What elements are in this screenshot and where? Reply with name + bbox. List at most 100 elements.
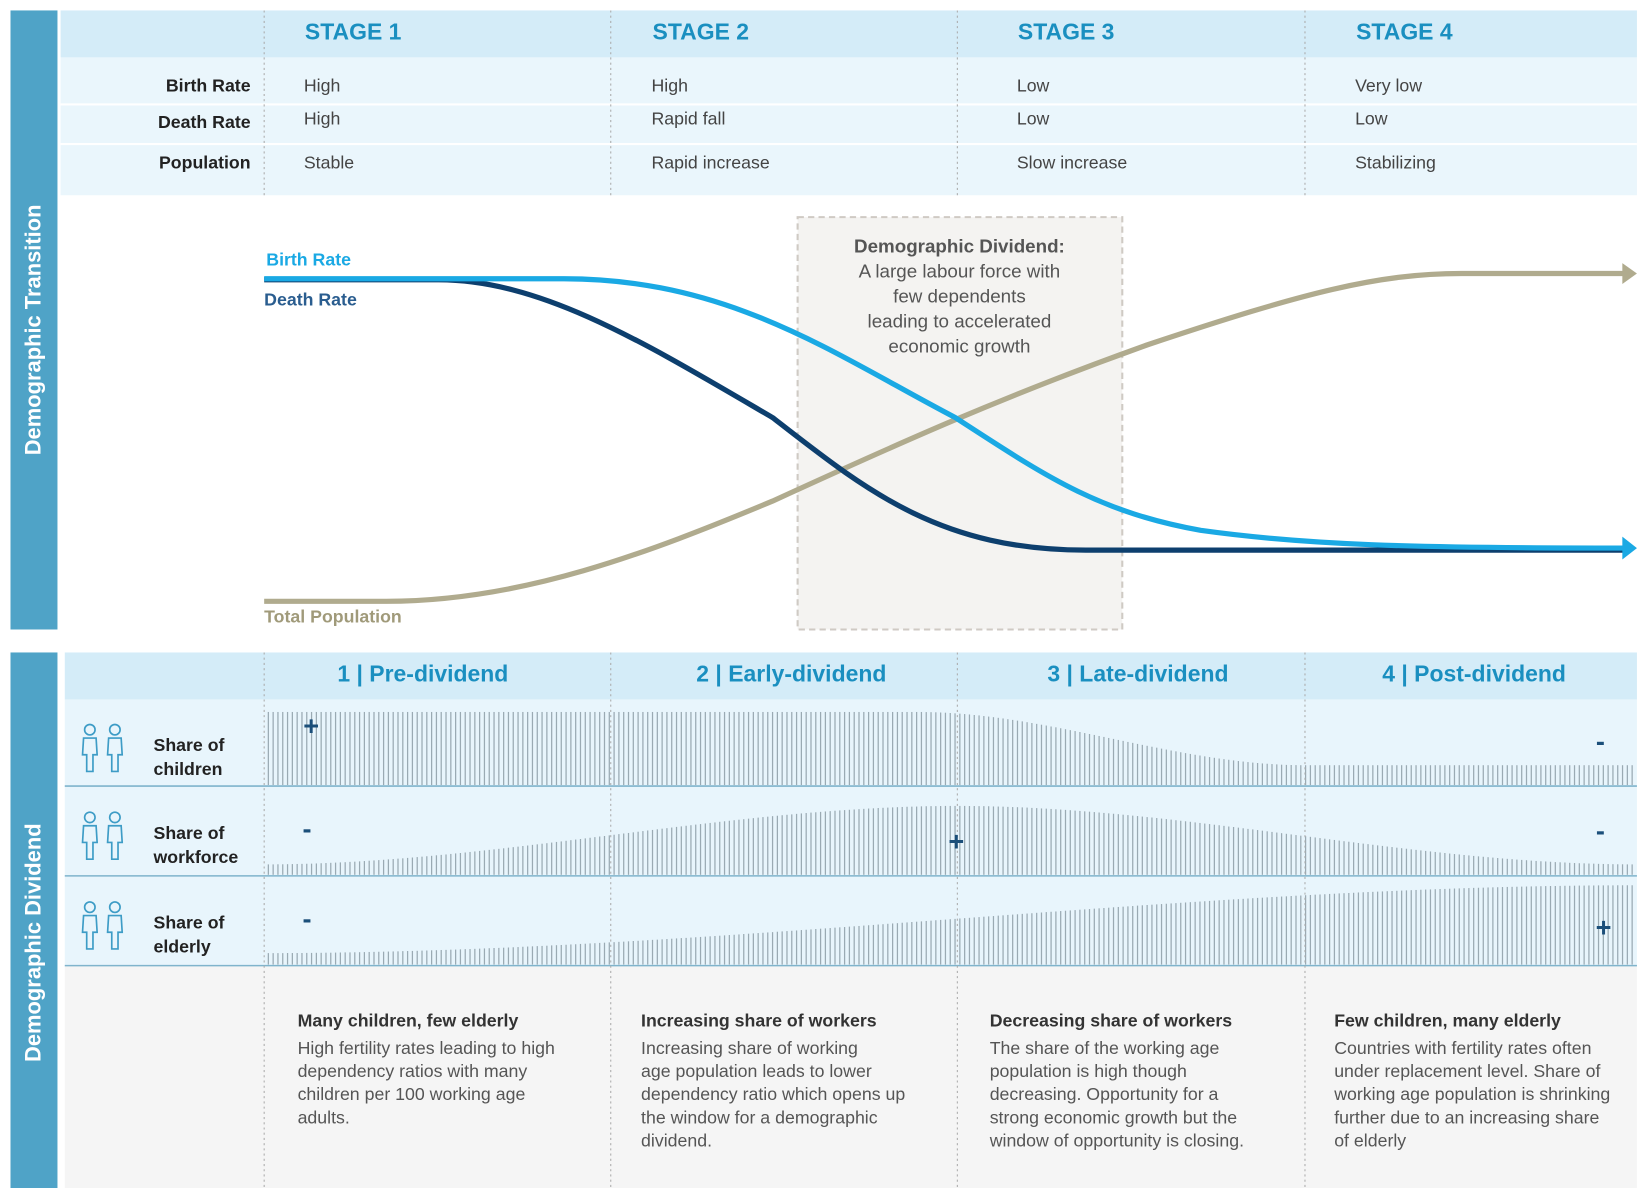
- description-area: [64, 965, 1637, 1188]
- table-cell: Rapid increase: [651, 153, 769, 173]
- death-curve: [264, 277, 1625, 553]
- person-icon: [81, 723, 99, 773]
- hatch-bars: [267, 711, 1633, 965]
- description-line: strong economic growth but the: [990, 1107, 1238, 1127]
- description-title: Many children, few elderly: [298, 1011, 519, 1031]
- icon-body: [81, 737, 99, 773]
- description-line: working age population is shrinking: [1333, 1084, 1610, 1104]
- share-sign: -: [302, 813, 311, 844]
- icon-head: [108, 901, 121, 914]
- table-cell: Stable: [304, 153, 354, 173]
- description-line: dependency ratios with many: [298, 1061, 528, 1081]
- description-line: under replacement level. Share of: [1334, 1061, 1600, 1081]
- icon-body: [106, 824, 124, 860]
- share-sign: -: [1596, 815, 1605, 846]
- curve-label: Birth Rate: [266, 250, 351, 270]
- dividend-line: leading to accelerated: [868, 311, 1052, 332]
- description-line: dividend.: [641, 1131, 712, 1151]
- table-cell: Low: [1017, 75, 1050, 95]
- table-cell: High: [304, 109, 340, 129]
- table-cell: High: [304, 75, 340, 95]
- table-cell: Slow increase: [1017, 153, 1128, 173]
- share-sign: +: [948, 826, 964, 857]
- person-icon: [81, 811, 99, 860]
- phase-title: 3 | Late-dividend: [1047, 660, 1228, 686]
- sidebar-top-label: Demographic Transition: [20, 205, 45, 456]
- curve-label: Death Rate: [264, 289, 357, 309]
- phase-header: [64, 652, 1637, 700]
- icon-body: [81, 824, 99, 860]
- icon-body: [106, 914, 124, 950]
- description-line: dependency ratio which opens up: [641, 1084, 905, 1104]
- dividend-title: Demographic Dividend:: [854, 235, 1065, 256]
- sidebar-bottom-label: Demographic Dividend: [20, 823, 45, 1062]
- share-label: Share of: [154, 823, 225, 843]
- birth-curve: [264, 276, 1625, 551]
- icon-head: [83, 811, 96, 824]
- table-cell: Very low: [1355, 75, 1422, 95]
- row-label: Birth Rate: [166, 75, 251, 95]
- stage-title: STAGE 1: [305, 18, 402, 44]
- description-title: Decreasing share of workers: [990, 1011, 1233, 1031]
- person-icon: [106, 723, 124, 773]
- dividend-line: few dependents: [893, 285, 1026, 306]
- description-line: age population leads to lower: [641, 1061, 872, 1081]
- description-title: Increasing share of workers: [641, 1011, 877, 1031]
- icon-head: [83, 901, 96, 914]
- icon-head: [108, 811, 121, 824]
- table-cell: Low: [1017, 109, 1050, 129]
- stage-title: STAGE 4: [1356, 18, 1453, 44]
- description-line: The share of the working age: [990, 1038, 1220, 1058]
- phase-title: 1 | Pre-dividend: [337, 660, 508, 686]
- row-label: Population: [159, 153, 251, 173]
- curve-label: Total Population: [264, 607, 402, 627]
- table-cell: Low: [1355, 109, 1388, 129]
- description-line: Countries with fertility rates often: [1334, 1038, 1591, 1058]
- icon-head: [83, 723, 96, 736]
- description-line: adults.: [298, 1107, 350, 1127]
- person-icon: [106, 811, 124, 860]
- stage-title: STAGE 2: [653, 18, 750, 44]
- table-cell: Stabilizing: [1355, 153, 1436, 173]
- phase-title: 4 | Post-dividend: [1382, 660, 1566, 686]
- arrowhead: [1622, 536, 1637, 560]
- description-line: the window for a demographic: [641, 1107, 878, 1127]
- share-label: children: [154, 759, 223, 779]
- dividend-line: A large labour force with: [859, 260, 1061, 281]
- table-cell: Rapid fall: [651, 109, 725, 129]
- description-line: children per 100 working age: [298, 1084, 526, 1104]
- stage-header: [60, 10, 1637, 58]
- share-sign: -: [1596, 725, 1605, 756]
- description-title: Few children, many elderly: [1334, 1011, 1561, 1031]
- description-line: population is high though: [990, 1061, 1187, 1081]
- share-label: Share of: [154, 913, 225, 933]
- share-sign: +: [303, 710, 319, 741]
- arrowhead: [1622, 263, 1637, 284]
- foreground: STAGE 1 STAGE 2 STAGE 3 STAGE 4 Birth Rate Hi…: [81, 10, 1612, 1188]
- stage-table: [60, 57, 1637, 196]
- description-line: further due to an increasing share: [1334, 1107, 1599, 1127]
- phase-title: 2 | Early-dividend: [696, 660, 886, 686]
- sidebar-bottom: [10, 652, 58, 1188]
- description-line: of elderly: [1334, 1131, 1406, 1151]
- dividend-line: economic growth: [888, 336, 1030, 357]
- population-curve: [264, 270, 1625, 604]
- stage-title: STAGE 3: [1018, 18, 1115, 44]
- share-rows: [64, 699, 1637, 966]
- person-icon: [106, 901, 124, 950]
- icon-head: [108, 723, 121, 736]
- sidebar-top: [10, 10, 58, 630]
- description-line: decreasing. Opportunity for a: [990, 1084, 1219, 1104]
- share-sign: +: [1596, 911, 1612, 942]
- description-line: window of opportunity is closing.: [989, 1131, 1244, 1151]
- icon-body: [106, 737, 124, 773]
- description-line: High fertility rates leading to high: [298, 1038, 555, 1058]
- person-icon: [81, 901, 99, 950]
- share-label: Share of: [154, 735, 225, 755]
- share-label: workforce: [153, 847, 239, 867]
- row-label: Death Rate: [158, 112, 251, 132]
- description-line: Increasing share of working: [641, 1038, 858, 1058]
- share-sign: -: [302, 903, 311, 934]
